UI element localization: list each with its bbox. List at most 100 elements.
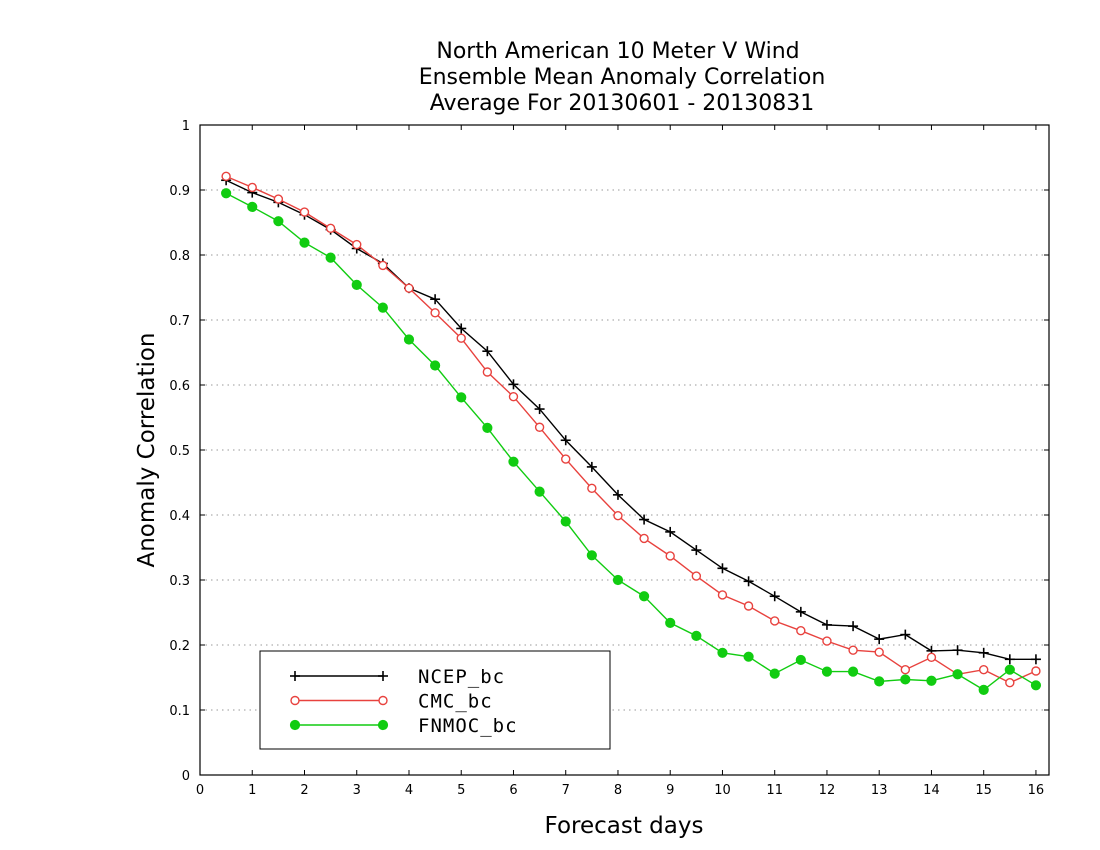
cmc-bc-point bbox=[848, 645, 858, 655]
fnmoc-bc-point bbox=[691, 630, 702, 642]
cmc-bc-point bbox=[430, 308, 440, 318]
cmc-bc-point bbox=[613, 510, 623, 521]
ncep-bc-point bbox=[508, 379, 519, 390]
ncep-bc-point bbox=[821, 619, 832, 630]
cmc-bc-legend-label: CMC_bc bbox=[418, 691, 493, 713]
x-axis-label: Forecast days bbox=[545, 813, 704, 839]
fnmoc-bc-point bbox=[534, 486, 545, 497]
chart-title-line-1: North American 10 Meter V Wind bbox=[436, 39, 799, 64]
fnmoc-bc-point bbox=[926, 675, 937, 686]
fnmoc-bc-legend-label: FNMOC_bc bbox=[418, 715, 518, 737]
fnmoc-bc-series bbox=[221, 188, 1042, 695]
fnmoc-bc-point bbox=[795, 654, 806, 666]
cmc-bc-legend-marker bbox=[378, 695, 388, 706]
y-tick-label: 0.5 bbox=[169, 444, 190, 459]
ncep-bc-point bbox=[534, 404, 545, 415]
ncep-bc-point bbox=[795, 606, 806, 617]
ncep-bc-point bbox=[482, 346, 493, 357]
fnmoc-bc-point bbox=[952, 669, 963, 680]
fnmoc-bc-point bbox=[456, 392, 467, 403]
ncep-bc-point bbox=[900, 629, 911, 640]
x-tick-label: 6 bbox=[509, 783, 517, 798]
ncep-bc-legend-label: NCEP_bc bbox=[418, 666, 505, 688]
fnmoc-bc-legend-marker bbox=[377, 719, 389, 731]
cmc-bc-point bbox=[717, 590, 728, 600]
x-tick-label: 14 bbox=[923, 783, 940, 798]
fnmoc-bc-point bbox=[717, 647, 728, 658]
y-tick-label: 0 bbox=[182, 769, 190, 784]
x-tick-label: 9 bbox=[666, 783, 674, 798]
fnmoc-bc-point bbox=[978, 684, 989, 695]
ncep-bc-point bbox=[430, 294, 441, 305]
cmc-bc-point bbox=[221, 171, 231, 182]
ncep-bc-legend-marker bbox=[290, 671, 300, 681]
cmc-bc-point bbox=[691, 571, 702, 581]
fnmoc-bc-line bbox=[225, 192, 1037, 691]
cmc-bc-point bbox=[404, 283, 414, 293]
fnmoc-bc-point bbox=[351, 279, 362, 290]
ncep-bc-point bbox=[978, 647, 989, 658]
cmc-bc-point bbox=[796, 626, 806, 636]
data-series bbox=[221, 171, 1042, 695]
cmc-bc-point bbox=[299, 207, 310, 217]
fnmoc-bc-point bbox=[482, 422, 493, 433]
cmc-bc-point bbox=[926, 652, 937, 663]
x-tick-label: 13 bbox=[871, 783, 888, 798]
cmc-bc-line bbox=[225, 175, 1037, 684]
fnmoc-bc-point bbox=[638, 591, 650, 602]
x-tick-label: 8 bbox=[614, 783, 622, 798]
fnmoc-bc-point bbox=[377, 302, 388, 313]
cmc-bc-point bbox=[561, 454, 571, 464]
x-tick-label: 16 bbox=[1028, 783, 1045, 798]
fnmoc-bc-point bbox=[665, 617, 676, 629]
ncep-bc-point bbox=[639, 514, 650, 525]
chart-title: North American 10 Meter V Wind Ensemble … bbox=[419, 39, 826, 116]
y-tick-label: 0.2 bbox=[169, 639, 190, 654]
y-tick-label: 0.6 bbox=[169, 379, 190, 394]
x-tick-label: 5 bbox=[457, 783, 465, 798]
ncep-bc-point bbox=[560, 435, 571, 446]
fnmoc-bc-point bbox=[247, 201, 258, 212]
x-tick-label: 10 bbox=[714, 783, 731, 798]
fnmoc-bc-point bbox=[612, 574, 624, 586]
fnmoc-bc-point bbox=[769, 668, 780, 679]
fnmoc-bc-point bbox=[325, 252, 336, 263]
fnmoc-bc-point bbox=[847, 666, 859, 677]
x-tick-label: 4 bbox=[405, 783, 413, 798]
fnmoc-bc-point bbox=[273, 216, 284, 227]
x-tick-label: 0 bbox=[196, 783, 204, 798]
x-tick-label: 2 bbox=[300, 783, 308, 798]
y-tick-label: 1 bbox=[182, 119, 190, 134]
fnmoc-bc-point bbox=[1030, 680, 1042, 691]
ncep-bc-point bbox=[1030, 654, 1041, 665]
cmc-bc-point bbox=[325, 223, 336, 234]
cmc-bc-point bbox=[978, 665, 989, 675]
fnmoc-bc-point bbox=[821, 666, 833, 677]
cmc-bc-point bbox=[822, 636, 832, 646]
fnmoc-bc-legend-marker bbox=[289, 719, 301, 731]
x-tick-label: 12 bbox=[819, 783, 836, 798]
grid-lines bbox=[200, 189, 1049, 711]
cmc-bc-point bbox=[352, 239, 362, 250]
ncep-bc-point bbox=[769, 591, 780, 602]
cmc-bc-series bbox=[221, 171, 1041, 688]
y-tick-label: 0.8 bbox=[169, 249, 190, 264]
fnmoc-bc-point bbox=[403, 334, 415, 345]
cmc-bc-point bbox=[587, 483, 597, 494]
cmc-bc-point bbox=[378, 260, 388, 271]
ncep-bc-point bbox=[586, 461, 597, 472]
y-axis-label: Anomaly Correlation bbox=[134, 332, 160, 567]
fnmoc-bc-point bbox=[430, 360, 441, 371]
cmc-bc-point bbox=[743, 601, 754, 611]
cmc-bc-point bbox=[508, 392, 519, 402]
ncep-bc-point bbox=[612, 489, 623, 500]
cmc-bc-point bbox=[665, 551, 675, 561]
ncep-bc-point bbox=[456, 323, 467, 334]
fnmoc-bc-point bbox=[874, 676, 885, 687]
x-tick-label: 15 bbox=[975, 783, 992, 798]
y-tick-label: 0.4 bbox=[169, 509, 190, 524]
ncep-bc-point bbox=[952, 645, 963, 656]
cmc-bc-point bbox=[639, 533, 649, 544]
cmc-bc-point bbox=[900, 665, 911, 675]
